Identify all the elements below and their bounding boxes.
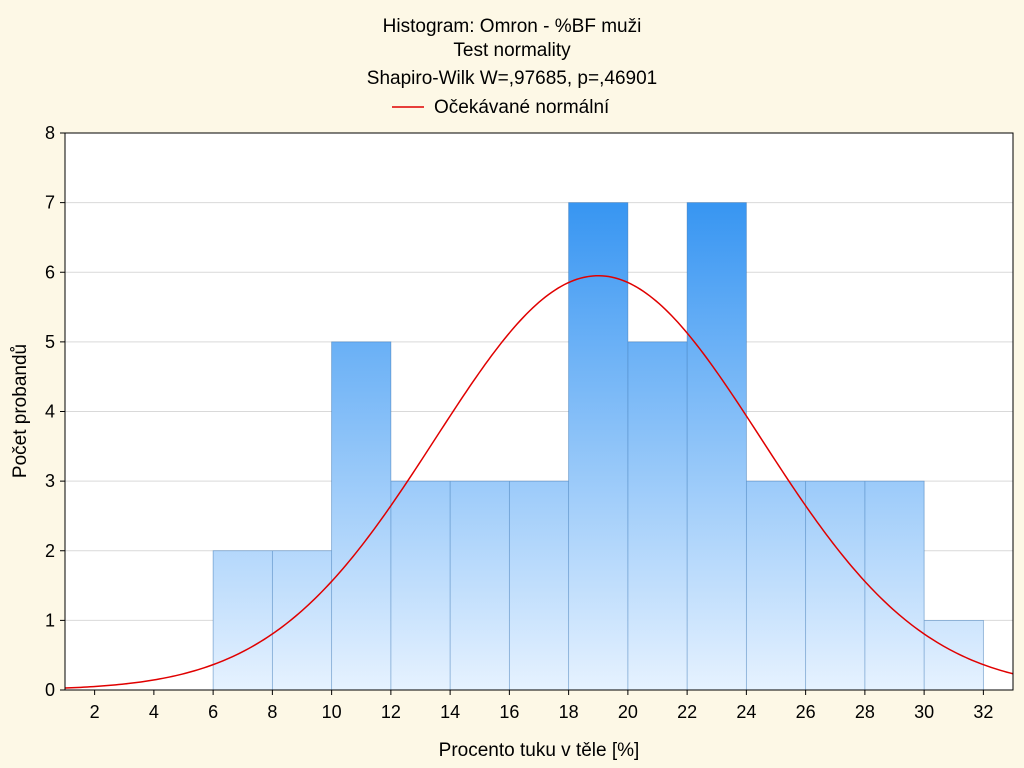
x-tick-label: 10 — [322, 702, 342, 722]
x-tick-label: 22 — [677, 702, 697, 722]
normal-curve-line — [64, 274, 1014, 689]
x-tick-label: 20 — [618, 702, 638, 722]
x-tick-label: 12 — [381, 702, 401, 722]
y-axis-label: Počet probandů — [10, 344, 31, 478]
histogram-bar-outlines — [212, 202, 984, 690]
histogram-bar — [568, 202, 628, 690]
chart-test-result: Shapiro-Wilk W=,97685, p=,46901 — [367, 68, 657, 89]
y-tick-label: 3 — [45, 471, 55, 491]
y-tick-label: 5 — [45, 332, 55, 352]
y-tick-label: 1 — [45, 610, 55, 630]
y-tick-label: 0 — [45, 680, 55, 700]
normal-curve-group — [64, 274, 1014, 689]
histogram-bar — [864, 481, 925, 690]
y-tick-label: 7 — [45, 193, 55, 213]
x-tick-label: 2 — [90, 702, 100, 722]
x-tick-label: 8 — [267, 702, 277, 722]
x-tick-label: 24 — [736, 702, 756, 722]
x-tick-label: 30 — [914, 702, 934, 722]
histogram-bar — [509, 481, 569, 690]
histogram-bar — [627, 341, 688, 690]
histogram-bar — [450, 481, 510, 690]
x-tick-label: 16 — [499, 702, 519, 722]
histogram-bar — [331, 341, 391, 690]
legend-label: Očekávané normální — [434, 97, 610, 118]
y-tick-label: 4 — [45, 402, 55, 422]
chart-subtitle: Test normality — [453, 40, 571, 61]
histogram-bar — [213, 550, 273, 690]
y-axis-ticks: 0 1 2 3 4 5 6 7 8 — [45, 123, 65, 700]
x-tick-label: 4 — [149, 702, 159, 722]
x-tick-label: 14 — [440, 702, 460, 722]
x-axis-label: Procento tuku v těle [%] — [439, 740, 640, 761]
y-tick-label: 6 — [45, 262, 55, 282]
x-tick-label: 26 — [796, 702, 816, 722]
histogram-bar — [805, 481, 865, 690]
histogram-bar — [272, 550, 332, 690]
x-tick-label: 28 — [855, 702, 875, 722]
x-tick-label: 6 — [208, 702, 218, 722]
histogram-bar — [687, 202, 747, 690]
histogram-bar — [390, 481, 451, 690]
chart-title: Histogram: Omron - %BF muži — [383, 16, 642, 37]
y-tick-label: 2 — [45, 541, 55, 561]
x-tick-label: 18 — [559, 702, 579, 722]
histogram-bar — [924, 620, 984, 690]
y-tick-label: 8 — [45, 123, 55, 143]
histogram-bars — [212, 202, 984, 690]
histogram-bar — [746, 481, 806, 690]
x-axis-ticks: 2 4 6 8 10 12 14 16 18 20 22 24 26 28 30 32 — [90, 690, 993, 722]
x-tick-label: 32 — [973, 702, 993, 722]
